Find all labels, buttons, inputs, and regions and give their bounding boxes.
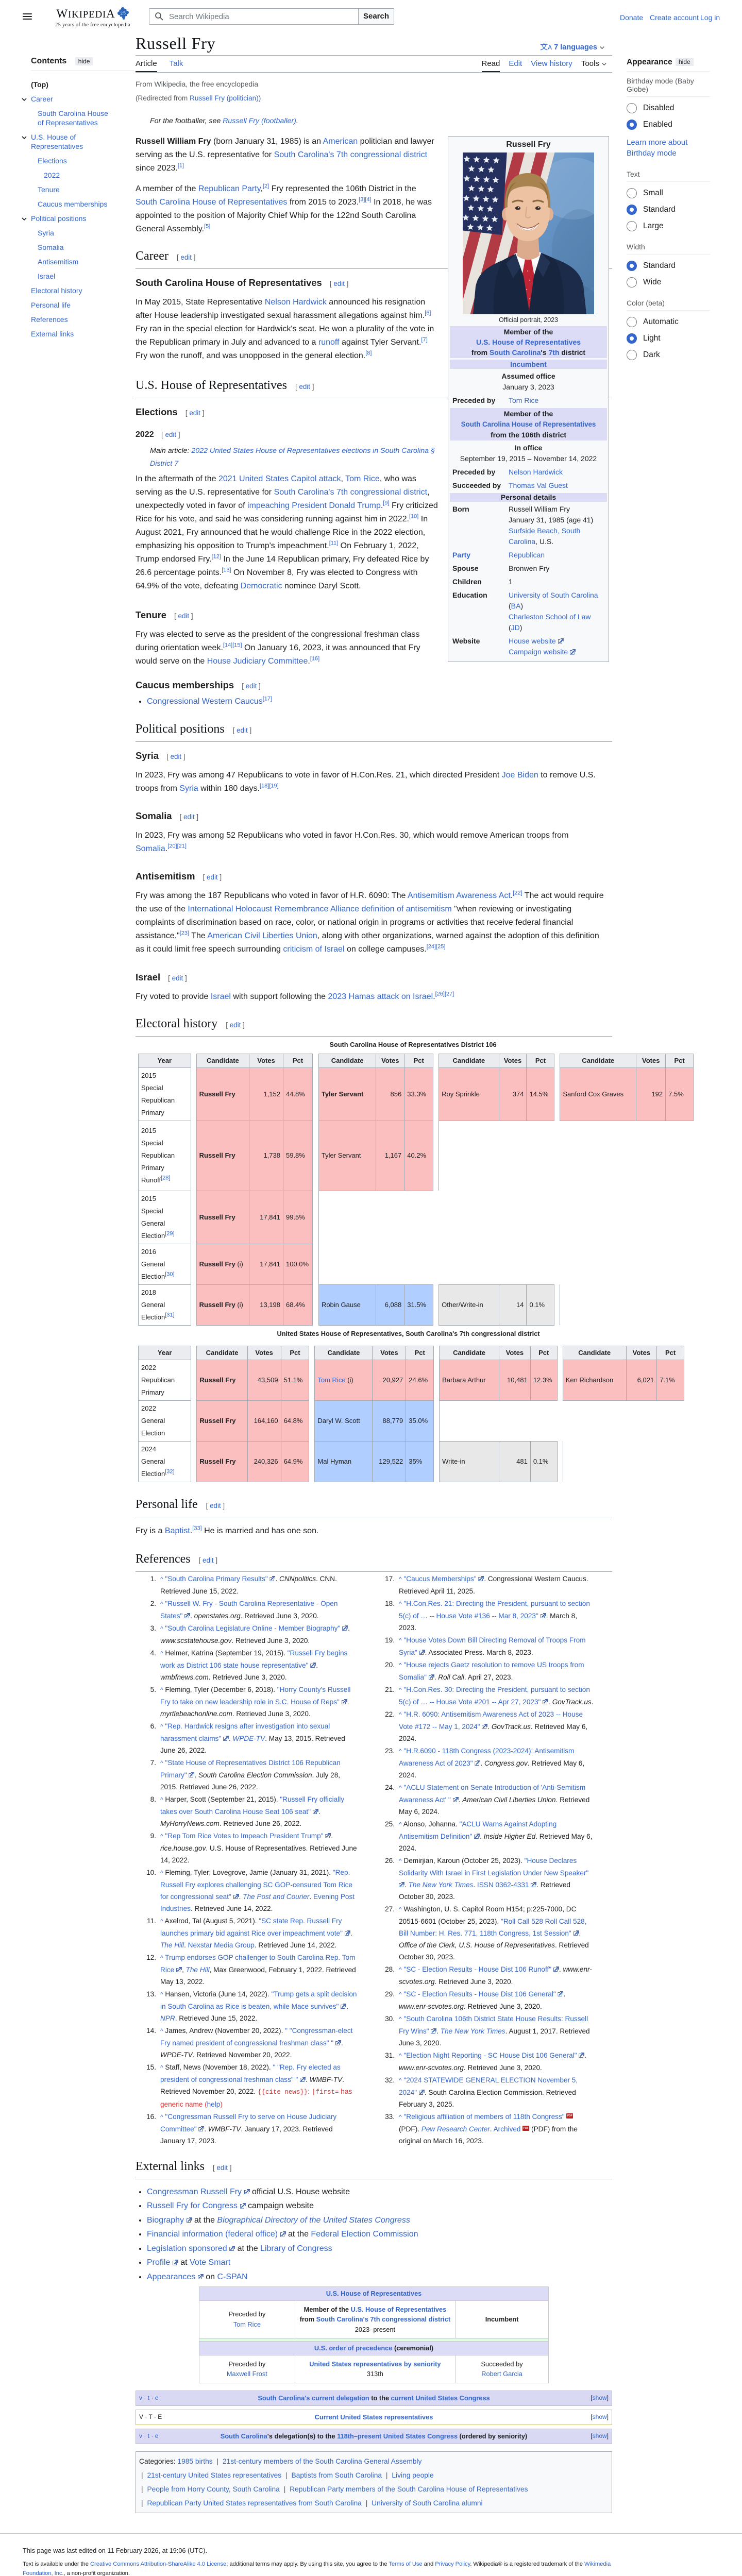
svg-text:25: 25 (120, 10, 126, 16)
